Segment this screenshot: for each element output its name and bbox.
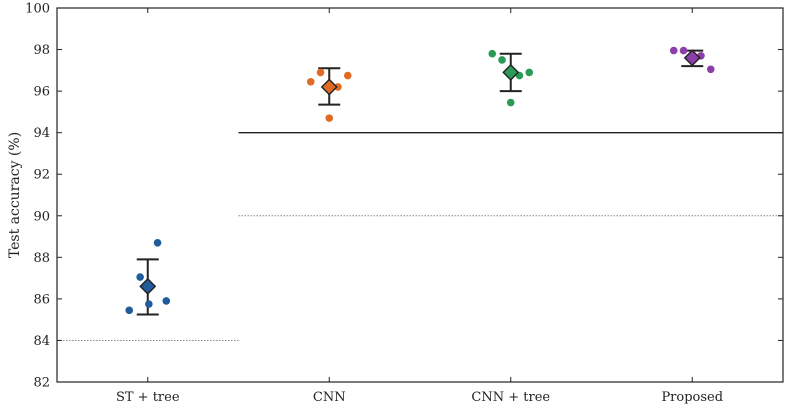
data-point bbox=[506, 98, 515, 107]
data-point bbox=[316, 68, 325, 77]
data-point bbox=[679, 46, 688, 55]
data-point bbox=[125, 306, 134, 315]
mean-marker bbox=[320, 78, 338, 96]
y-tick-label: 98 bbox=[33, 43, 50, 58]
x-tick-label: CNN bbox=[313, 390, 346, 405]
y-tick-label: 100 bbox=[25, 2, 50, 17]
data-points bbox=[125, 46, 715, 315]
data-point bbox=[145, 300, 153, 308]
y-tick-label: 90 bbox=[33, 209, 50, 224]
y-tick-label: 94 bbox=[33, 126, 50, 141]
y-tick-label: 92 bbox=[33, 168, 50, 183]
reference-lines bbox=[57, 131, 783, 341]
data-point bbox=[334, 83, 342, 91]
x-tick-label: ST + tree bbox=[116, 390, 180, 405]
y-axis-label: Test accuracy (%) bbox=[7, 132, 23, 258]
y-tick-label: 88 bbox=[33, 251, 50, 266]
y-tick-label: 86 bbox=[33, 292, 50, 307]
data-point bbox=[136, 273, 144, 281]
x-tick-label: CNN + tree bbox=[471, 390, 550, 405]
mean-marker bbox=[502, 63, 520, 81]
data-point bbox=[488, 49, 497, 58]
x-axis-ticks: ST + tree CNN CNN + tree Proposed bbox=[116, 8, 723, 405]
plot-frame bbox=[56, 7, 784, 383]
data-point bbox=[325, 114, 334, 122]
data-point bbox=[162, 297, 171, 305]
data-point bbox=[343, 71, 352, 80]
data-point bbox=[498, 56, 506, 64]
error-bars bbox=[136, 49, 704, 316]
y-tick-label: 82 bbox=[33, 376, 50, 391]
data-point bbox=[706, 65, 715, 74]
data-point bbox=[525, 68, 534, 77]
mean-marker bbox=[683, 49, 701, 67]
data-point bbox=[153, 238, 162, 247]
data-point bbox=[306, 77, 315, 86]
y-tick-label: 96 bbox=[33, 85, 50, 100]
data-point bbox=[669, 46, 678, 55]
mean-markers bbox=[139, 49, 701, 295]
y-axis-ticks: 82 84 86 88 90 92 94 96 98 100 bbox=[25, 2, 783, 391]
mean-marker bbox=[139, 277, 157, 295]
y-tick-label: 84 bbox=[33, 334, 50, 349]
x-tick-label: Proposed bbox=[661, 390, 723, 405]
